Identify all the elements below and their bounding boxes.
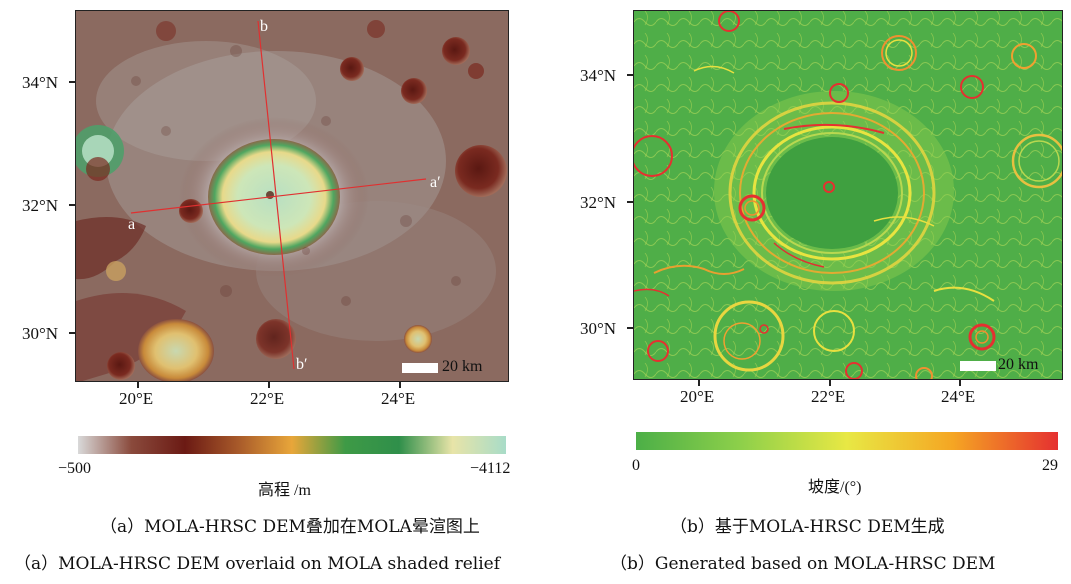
lon-label: 20°E bbox=[680, 387, 715, 406]
lat-tick bbox=[627, 74, 633, 76]
lon-label: 24°E bbox=[381, 389, 416, 408]
colorbar-max-label: 29 bbox=[1042, 457, 1058, 474]
lon-label: 22°E bbox=[250, 389, 285, 408]
lat-label: 34°N bbox=[22, 73, 59, 92]
colorbar-min-label: 0 bbox=[632, 457, 640, 474]
elevation-colorbar bbox=[78, 436, 506, 454]
profile-label-a-prime: a′ bbox=[430, 174, 441, 191]
elevation-map-graphic: a a′ b b′ bbox=[76, 11, 508, 381]
lon-tick bbox=[137, 382, 139, 388]
lat-tick bbox=[627, 201, 633, 203]
colorbar-title: 高程 /m bbox=[258, 482, 311, 499]
lat-label: 34°N bbox=[580, 66, 617, 85]
lat-tick bbox=[69, 332, 75, 334]
scale-label: 20 km bbox=[442, 358, 483, 375]
lat-label: 32°N bbox=[580, 193, 617, 212]
colorbar-max-label: −4112 bbox=[470, 460, 511, 477]
colorbar-min-label: −500 bbox=[58, 460, 92, 477]
lat-tick bbox=[627, 327, 633, 329]
lon-tick bbox=[399, 382, 401, 388]
scale-bar bbox=[960, 361, 996, 371]
profile-label-b: b bbox=[260, 18, 268, 35]
elevation-map: a a′ b b′ 20 km bbox=[75, 10, 509, 382]
profile-line-b bbox=[257, 20, 295, 370]
caption-a-english: （a）MOLA-HRSC DEM overlaid on MOLA shaded… bbox=[14, 554, 500, 574]
lon-tick bbox=[959, 380, 961, 386]
lat-label: 30°N bbox=[22, 324, 59, 343]
lat-label: 32°N bbox=[22, 196, 59, 215]
lon-tick bbox=[268, 382, 270, 388]
colorbar-title: 坡度/(°) bbox=[808, 479, 862, 496]
lon-label: 20°E bbox=[119, 389, 154, 408]
profile-line-a bbox=[130, 178, 427, 214]
lat-label: 30°N bbox=[580, 319, 617, 338]
lat-tick bbox=[69, 204, 75, 206]
lon-tick bbox=[698, 380, 700, 386]
lon-label: 22°E bbox=[811, 387, 846, 406]
profile-label-a: a bbox=[128, 216, 135, 233]
scale-bar bbox=[402, 363, 438, 373]
slope-map: 20 km bbox=[633, 10, 1063, 380]
caption-b-chinese: （b）基于MOLA-HRSC DEM生成 bbox=[670, 517, 945, 537]
lon-tick bbox=[829, 380, 831, 386]
profile-label-b-prime: b′ bbox=[296, 356, 308, 373]
slope-colorbar bbox=[636, 432, 1058, 450]
caption-a-chinese: （a）MOLA-HRSC DEM叠加在MOLA晕渲图上 bbox=[100, 517, 480, 537]
caption-b-english: （b）Generated based on MOLA-HRSC DEM bbox=[610, 554, 996, 574]
slope-map-graphic bbox=[634, 11, 1062, 379]
lon-label: 24°E bbox=[941, 387, 976, 406]
scale-label: 20 km bbox=[998, 356, 1039, 373]
lat-tick bbox=[69, 81, 75, 83]
